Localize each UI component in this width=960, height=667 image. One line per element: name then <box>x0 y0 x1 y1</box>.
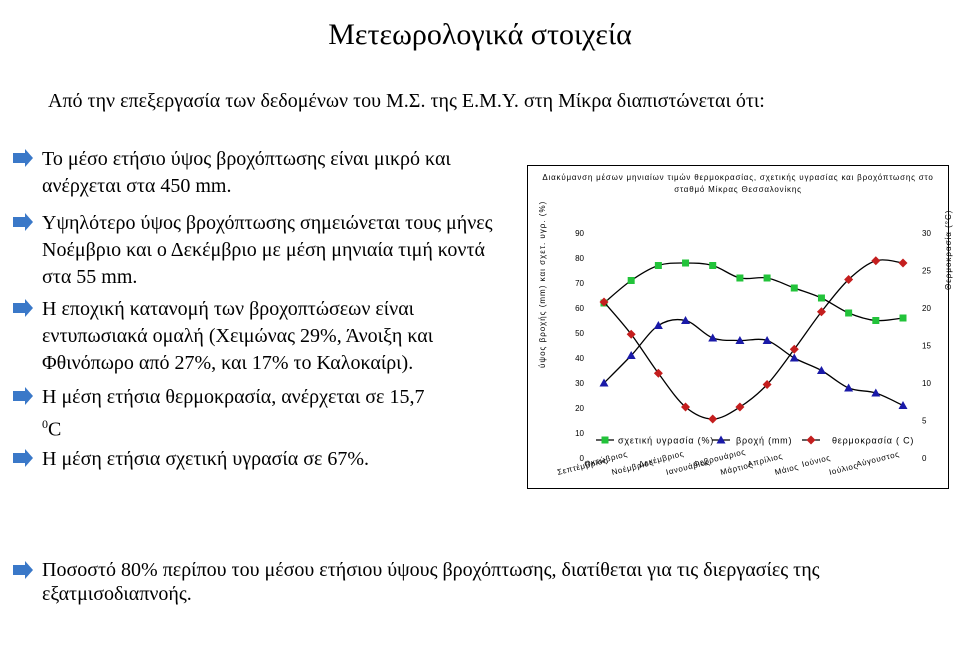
page-title: Μετεωρολογικά στοιχεία <box>328 18 632 51</box>
legend-marker <box>806 435 816 445</box>
y-tick-label-left: 20 <box>575 404 584 413</box>
y-tick-label-left: 30 <box>575 379 584 388</box>
celsius-unit: C <box>48 418 62 441</box>
arrow-bullet-icon <box>13 149 33 167</box>
x-tick-label: Αύγουστος <box>855 450 900 469</box>
y-axis-label-right: Θερμοκρασία (°C) <box>944 209 953 290</box>
temperature-point <box>599 297 609 307</box>
humidity-point <box>654 262 662 269</box>
x-tick-label: Ιούνιος <box>801 453 832 469</box>
climate-chart: Διακύμανση μέσων μηνιαίων τιμών θερμοκρα… <box>527 165 949 489</box>
y-tick-label-left: 10 <box>575 429 584 438</box>
rainfall-point <box>735 336 745 344</box>
bullet-text: Η μέση ετήσια θερμοκρασία, ανέρχεται σε … <box>42 386 425 441</box>
rainfall-point <box>762 336 772 344</box>
y-tick-label-right: 15 <box>922 342 931 351</box>
y-tick-label-left: 90 <box>575 229 584 238</box>
y-tick-label-right: 10 <box>922 379 931 388</box>
temperature-point <box>789 344 799 354</box>
y-tick-label-right: 0 <box>922 454 927 463</box>
humidity-point <box>709 262 717 269</box>
rainfall-point <box>708 333 718 342</box>
rainfall-point <box>844 383 854 392</box>
y-tick-label-left: 40 <box>575 354 584 363</box>
bullet-text: Η μέση ετήσια σχετική υγρασία σε 67%. <box>42 448 370 470</box>
y-tick-label-left: 50 <box>575 329 584 338</box>
arrow-bullet-icon <box>13 213 33 231</box>
humidity-point <box>872 317 880 324</box>
series-line <box>603 318 904 407</box>
temperature-point <box>871 256 881 266</box>
y-tick-label-left: 60 <box>575 304 584 313</box>
temperature-point <box>708 414 718 424</box>
y-tick-label-right: 20 <box>922 304 931 313</box>
legend-marker <box>716 435 726 444</box>
chart-title: Διακύμανση μέσων μηνιαίων τιμών θερμοκρα… <box>542 173 934 194</box>
rainfall-point <box>816 366 826 374</box>
temperature-point <box>626 329 636 339</box>
y-tick-label-right: 30 <box>922 229 931 238</box>
temperature-point <box>735 402 745 412</box>
x-tick-label: Μάιος <box>774 462 800 477</box>
temperature-point <box>762 380 772 389</box>
bullet-text: Η εποχική κατανομή των βροχοπτώσεων είνα… <box>42 298 434 374</box>
arrow-bullet-icon <box>13 387 33 405</box>
rainfall-point <box>871 388 881 397</box>
bullet-text: Υψηλότερο ύψος βροχόπτωσης σημειώνεται τ… <box>42 212 493 288</box>
temperature-point <box>816 307 826 317</box>
rainfall-point <box>626 351 636 359</box>
humidity-point <box>899 314 907 322</box>
degree-sup: 0 <box>42 417 48 431</box>
rainfall-point <box>789 353 799 362</box>
humidity-point <box>763 274 771 282</box>
legend-marker <box>601 436 609 444</box>
bullet-text: Το μέσο ετήσιο ύψος βροχόπτωσης είναι μι… <box>42 148 451 197</box>
y-tick-label-right: 25 <box>922 267 931 276</box>
y-tick-label-left: 80 <box>575 254 584 263</box>
rainfall-point <box>653 321 663 329</box>
legend-label: θερμοκρασία ( C) <box>832 436 914 446</box>
legend-label: σχετική υγρασία (%) <box>618 436 714 446</box>
y-tick-label-right: 5 <box>922 417 927 426</box>
temperature-point <box>653 368 663 378</box>
bullet-text: Ποσοστό 80% περίπου του μέσου ετήσιου ύψ… <box>42 559 820 605</box>
rainfall-point <box>898 401 908 409</box>
rainfall-point <box>681 316 691 324</box>
subtitle: Από την επεξεργασία των δεδομένων του Μ.… <box>48 90 765 112</box>
arrow-bullet-icon <box>13 449 33 467</box>
x-tick-label: Ιούλιος <box>828 461 859 477</box>
y-tick-label-left: 0 <box>580 454 585 463</box>
humidity-point <box>627 277 635 284</box>
humidity-point <box>736 274 744 282</box>
humidity-point <box>845 309 853 317</box>
arrow-bullet-icon <box>13 299 33 317</box>
y-tick-label-left: 70 <box>575 279 584 288</box>
temperature-point <box>681 402 691 412</box>
temperature-point <box>898 258 908 268</box>
arrow-bullet-icon <box>13 561 33 579</box>
rainfall-point <box>599 378 609 387</box>
temperature-point <box>844 275 854 284</box>
legend-label: βροχή (mm) <box>736 436 792 446</box>
humidity-point <box>790 284 798 292</box>
y-axis-label-left: ύψος βροχής (mm) και σχετ. υγρ. (%) <box>538 200 547 368</box>
humidity-point <box>682 259 690 267</box>
humidity-point <box>817 294 825 302</box>
